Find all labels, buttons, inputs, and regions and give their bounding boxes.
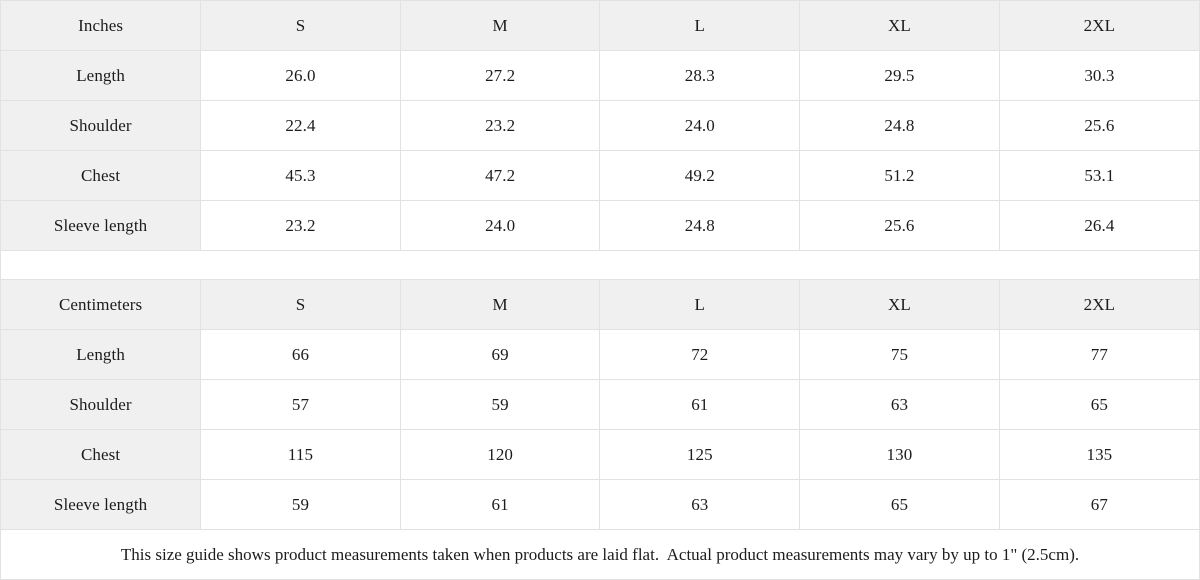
measurement-label-cell: Length xyxy=(0,50,202,101)
size-header-cell: 2XL xyxy=(998,0,1200,51)
centimeters-table: Centimeters S M L XL 2XL Length 66 69 72… xyxy=(0,279,1200,530)
centimeters-header-row: Centimeters S M L XL 2XL xyxy=(0,279,1200,330)
table-row: Sleeve length 23.2 24.0 24.8 25.6 26.4 xyxy=(0,200,1200,251)
measurement-value-cell: 27.2 xyxy=(399,50,601,101)
measurement-value-cell: 45.3 xyxy=(200,150,401,201)
measurement-value-cell: 67 xyxy=(998,479,1200,530)
measurement-value-cell: 26.0 xyxy=(200,50,401,101)
measurement-value-cell: 66 xyxy=(200,329,401,380)
size-header-cell: 2XL xyxy=(998,279,1200,330)
measurement-value-cell: 26.4 xyxy=(998,200,1200,251)
size-header-cell: S xyxy=(200,0,401,51)
measurement-value-cell: 28.3 xyxy=(599,50,801,101)
measurement-value-cell: 24.8 xyxy=(799,100,1000,151)
measurement-value-cell: 69 xyxy=(399,329,601,380)
measurement-value-cell: 63 xyxy=(799,379,1000,430)
measurement-value-cell: 29.5 xyxy=(799,50,1000,101)
table-row: Chest 45.3 47.2 49.2 51.2 53.1 xyxy=(0,150,1200,201)
measurement-value-cell: 59 xyxy=(399,379,601,430)
measurement-value-cell: 65 xyxy=(998,379,1200,430)
measurement-value-cell: 51.2 xyxy=(799,150,1000,201)
measurement-value-cell: 115 xyxy=(200,429,401,480)
measurement-value-cell: 72 xyxy=(599,329,801,380)
size-header-cell: XL xyxy=(799,0,1000,51)
measurement-value-cell: 59 xyxy=(200,479,401,530)
table-spacer xyxy=(1,250,1199,280)
measurement-value-cell: 57 xyxy=(200,379,401,430)
inches-table: Inches S M L XL 2XL Length 26.0 27.2 28.… xyxy=(0,0,1200,251)
size-header-cell: L xyxy=(599,279,801,330)
measurement-value-cell: 135 xyxy=(998,429,1200,480)
measurement-value-cell: 24.8 xyxy=(599,200,801,251)
table-row: Shoulder 22.4 23.2 24.0 24.8 25.6 xyxy=(0,100,1200,151)
measurement-value-cell: 130 xyxy=(799,429,1000,480)
measurement-value-cell: 23.2 xyxy=(399,100,601,151)
size-header-cell: M xyxy=(399,0,601,51)
measurement-value-cell: 23.2 xyxy=(200,200,401,251)
measurement-value-cell: 65 xyxy=(799,479,1000,530)
measurement-value-cell: 24.0 xyxy=(399,200,601,251)
measurement-value-cell: 53.1 xyxy=(998,150,1200,201)
measurement-value-cell: 125 xyxy=(599,429,801,480)
size-header-cell: XL xyxy=(799,279,1000,330)
measurement-value-cell: 77 xyxy=(998,329,1200,380)
unit-header-cell: Centimeters xyxy=(0,279,202,330)
size-header-cell: L xyxy=(599,0,801,51)
unit-header-cell: Inches xyxy=(0,0,202,51)
measurement-label-cell: Length xyxy=(0,329,202,380)
table-row: Shoulder 57 59 61 63 65 xyxy=(0,379,1200,430)
measurement-label-cell: Sleeve length xyxy=(0,200,202,251)
size-header-cell: S xyxy=(200,279,401,330)
measurement-label-cell: Chest xyxy=(0,429,202,480)
measurement-value-cell: 47.2 xyxy=(399,150,601,201)
measurement-value-cell: 75 xyxy=(799,329,1000,380)
measurement-value-cell: 25.6 xyxy=(799,200,1000,251)
table-row: Sleeve length 59 61 63 65 67 xyxy=(0,479,1200,530)
measurement-value-cell: 22.4 xyxy=(200,100,401,151)
measurement-value-cell: 49.2 xyxy=(599,150,801,201)
measurement-label-cell: Sleeve length xyxy=(0,479,202,530)
measurement-label-cell: Shoulder xyxy=(0,379,202,430)
size-guide-footnote: This size guide shows product measuremen… xyxy=(1,529,1199,579)
measurement-value-cell: 30.3 xyxy=(998,50,1200,101)
measurement-value-cell: 24.0 xyxy=(599,100,801,151)
measurement-label-cell: Chest xyxy=(0,150,202,201)
table-row: Length 66 69 72 75 77 xyxy=(0,329,1200,380)
size-header-cell: M xyxy=(399,279,601,330)
table-row: Chest 115 120 125 130 135 xyxy=(0,429,1200,480)
inches-header-row: Inches S M L XL 2XL xyxy=(0,0,1200,51)
measurement-label-cell: Shoulder xyxy=(0,100,202,151)
table-row: Length 26.0 27.2 28.3 29.5 30.3 xyxy=(0,50,1200,101)
measurement-value-cell: 61 xyxy=(399,479,601,530)
measurement-value-cell: 120 xyxy=(399,429,601,480)
measurement-value-cell: 63 xyxy=(599,479,801,530)
measurement-value-cell: 25.6 xyxy=(998,100,1200,151)
measurement-value-cell: 61 xyxy=(599,379,801,430)
